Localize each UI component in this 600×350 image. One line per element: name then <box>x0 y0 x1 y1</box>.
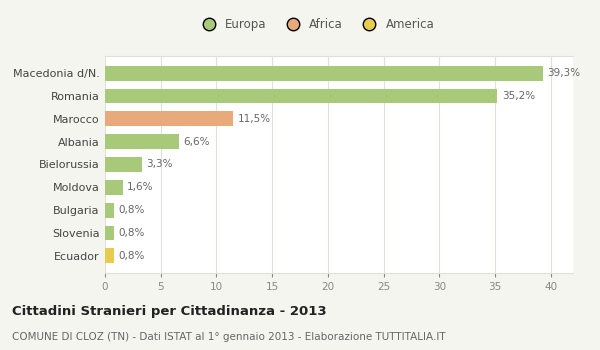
Bar <box>105 225 114 240</box>
Bar <box>105 89 497 104</box>
Bar <box>105 66 543 81</box>
Text: COMUNE DI CLOZ (TN) - Dati ISTAT al 1° gennaio 2013 - Elaborazione TUTTITALIA.IT: COMUNE DI CLOZ (TN) - Dati ISTAT al 1° g… <box>12 332 446 343</box>
Bar <box>105 157 142 172</box>
Bar <box>105 180 123 195</box>
Bar <box>105 112 233 126</box>
Text: 11,5%: 11,5% <box>238 114 271 124</box>
Text: 0,8%: 0,8% <box>118 205 145 215</box>
Bar <box>105 203 114 217</box>
Text: 39,3%: 39,3% <box>547 68 580 78</box>
Text: 3,3%: 3,3% <box>146 160 173 169</box>
Text: 35,2%: 35,2% <box>502 91 535 101</box>
Text: 1,6%: 1,6% <box>127 182 154 192</box>
Text: Cittadini Stranieri per Cittadinanza - 2013: Cittadini Stranieri per Cittadinanza - 2… <box>12 304 326 317</box>
Text: 6,6%: 6,6% <box>183 137 209 147</box>
Bar <box>105 248 114 263</box>
Bar <box>105 134 179 149</box>
Text: 0,8%: 0,8% <box>118 228 145 238</box>
Legend: Europa, Africa, America: Europa, Africa, America <box>193 14 438 34</box>
Text: 0,8%: 0,8% <box>118 251 145 261</box>
